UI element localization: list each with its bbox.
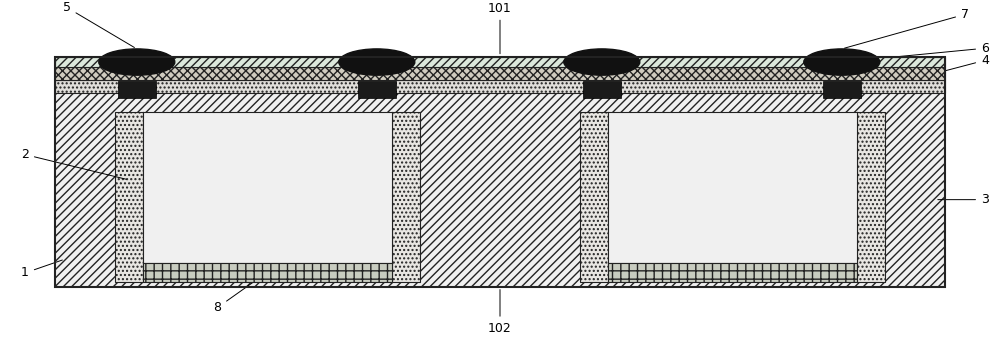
Circle shape xyxy=(564,49,640,75)
Bar xyxy=(55,93,945,287)
Text: 2: 2 xyxy=(21,148,126,179)
Bar xyxy=(55,80,945,93)
Circle shape xyxy=(339,49,415,75)
Bar xyxy=(115,112,143,282)
Bar xyxy=(55,57,945,287)
Circle shape xyxy=(99,49,175,75)
Bar xyxy=(55,57,945,67)
Bar xyxy=(608,262,857,282)
Bar xyxy=(580,112,608,282)
Bar xyxy=(608,112,857,262)
Bar xyxy=(118,81,156,98)
Text: 101: 101 xyxy=(488,2,512,54)
Text: 6: 6 xyxy=(845,42,989,62)
Text: 4: 4 xyxy=(938,54,989,73)
Bar xyxy=(583,81,621,98)
Text: 102: 102 xyxy=(488,290,512,335)
Bar xyxy=(857,112,885,282)
Bar xyxy=(823,81,861,98)
Text: 3: 3 xyxy=(938,193,989,206)
Bar xyxy=(55,67,945,80)
Text: 5: 5 xyxy=(63,1,134,47)
Bar xyxy=(358,81,396,98)
Bar xyxy=(392,112,420,282)
Circle shape xyxy=(804,49,880,75)
Text: 1: 1 xyxy=(21,260,62,280)
Text: 8: 8 xyxy=(214,274,265,314)
Text: 7: 7 xyxy=(844,8,969,48)
Bar xyxy=(143,112,392,262)
Bar xyxy=(143,262,392,282)
